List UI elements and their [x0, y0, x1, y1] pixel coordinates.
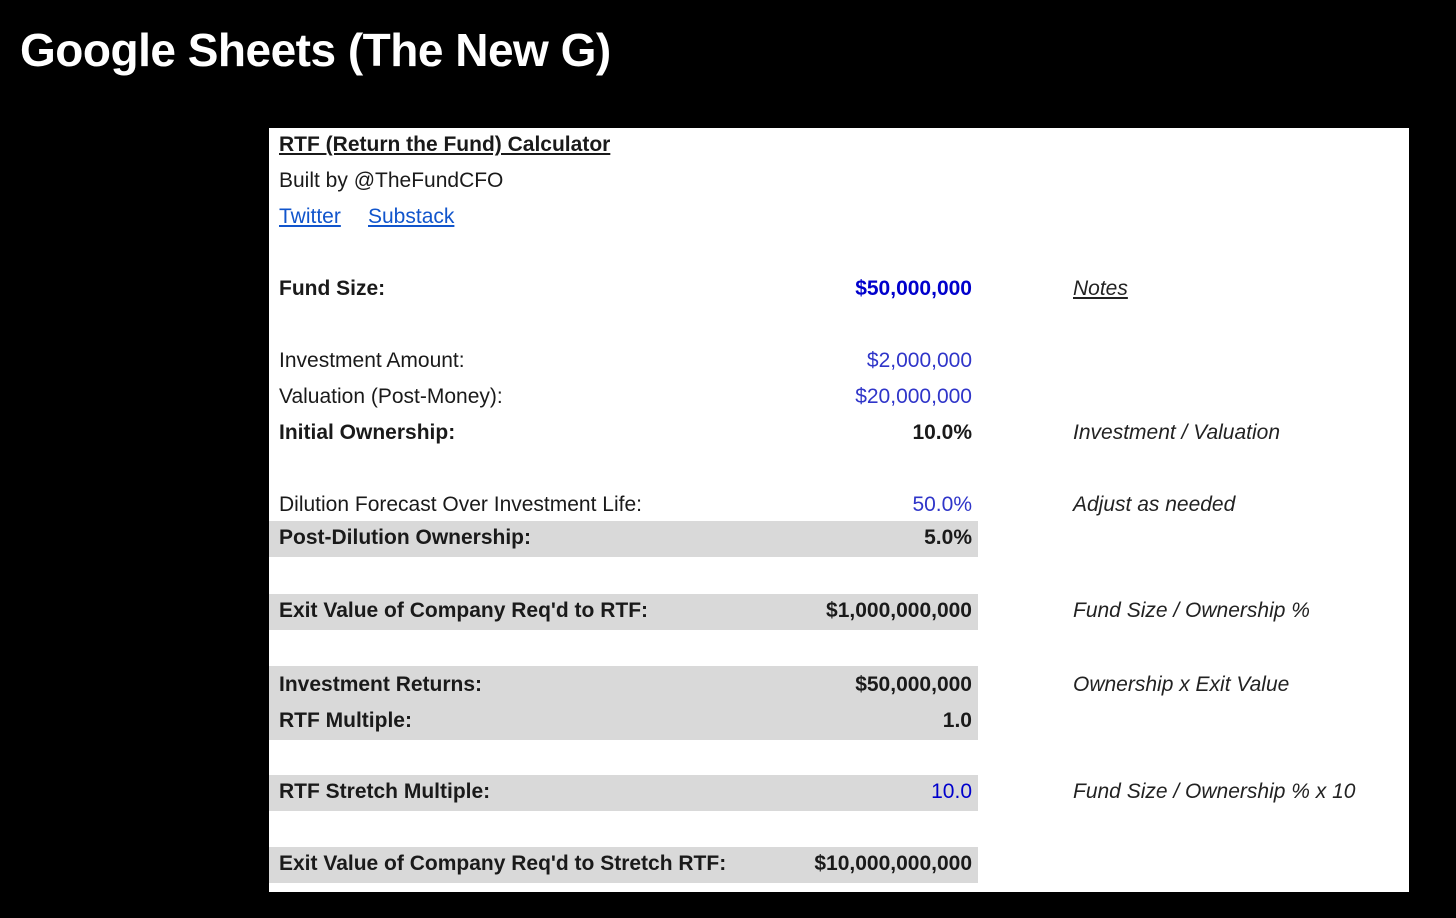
- header-row-byline: Built by @TheFundCFO: [269, 164, 1409, 200]
- row-stretch-exit: Exit Value of Company Req'd to Stretch R…: [269, 847, 1409, 883]
- row-fund-size: Fund Size: $50,000,000 Notes: [269, 272, 1409, 308]
- row-investment-returns: Investment Returns: $50,000,000 Ownershi…: [269, 668, 1409, 704]
- stretch-multiple-label: RTF Stretch Multiple:: [279, 780, 491, 803]
- exit-value-label: Exit Value of Company Req'd to RTF:: [279, 599, 649, 622]
- row-highlight: [269, 847, 978, 883]
- spreadsheet: RTF (Return the Fund) Calculator Built b…: [269, 128, 1409, 892]
- investment-amount-label: Investment Amount:: [279, 349, 465, 372]
- fund-size-label: Fund Size:: [279, 277, 386, 300]
- row-post-dilution: Post-Dilution Ownership: 5.0%: [269, 521, 1409, 557]
- post-dilution-label: Post-Dilution Ownership:: [279, 526, 531, 549]
- header-row-links: Twitter Substack: [269, 200, 1409, 236]
- investment-returns-note: Ownership x Exit Value: [1073, 673, 1290, 696]
- stretch-exit-value: $10,000,000,000: [814, 852, 972, 875]
- dilution-note: Adjust as needed: [1073, 493, 1236, 516]
- investment-returns-value: $50,000,000: [855, 673, 972, 696]
- stretch-multiple-value[interactable]: 10.0: [931, 780, 972, 803]
- row-stretch-multiple: RTF Stretch Multiple: 10.0 Fund Size / O…: [269, 775, 1409, 811]
- notes-header: Notes: [1073, 277, 1128, 300]
- valuation-label: Valuation (Post-Money):: [279, 385, 503, 408]
- investment-returns-label: Investment Returns:: [279, 673, 483, 696]
- row-highlight: [269, 666, 978, 740]
- slide-title: Google Sheets (The New G): [20, 24, 611, 76]
- row-highlight: [269, 521, 978, 557]
- initial-ownership-note: Investment / Valuation: [1073, 421, 1281, 444]
- exit-value-note: Fund Size / Ownership %: [1073, 599, 1310, 622]
- row-exit-value: Exit Value of Company Req'd to RTF: $1,0…: [269, 594, 1409, 630]
- row-highlight: [269, 775, 978, 811]
- returns-block: [269, 666, 1409, 740]
- initial-ownership-value: 10.0%: [912, 421, 972, 444]
- row-investment-amount: Investment Amount: $2,000,000: [269, 344, 1409, 380]
- valuation-value[interactable]: $20,000,000: [855, 385, 972, 408]
- row-highlight: [269, 594, 978, 630]
- substack-link[interactable]: Substack: [368, 205, 455, 228]
- rtf-multiple-value: 1.0: [942, 709, 972, 732]
- built-by-text: Built by @TheFundCFO: [279, 169, 504, 192]
- fund-size-value[interactable]: $50,000,000: [855, 277, 972, 300]
- exit-value-value: $1,000,000,000: [826, 599, 972, 622]
- row-initial-ownership: Initial Ownership: 10.0% Investment / Va…: [269, 416, 1409, 452]
- twitter-link[interactable]: Twitter: [279, 205, 341, 228]
- investment-amount-value[interactable]: $2,000,000: [866, 349, 972, 372]
- stretch-exit-label: Exit Value of Company Req'd to Stretch R…: [279, 852, 727, 875]
- rtf-multiple-label: RTF Multiple:: [279, 709, 412, 732]
- dilution-value[interactable]: 50.0%: [912, 493, 972, 516]
- stretch-multiple-note: Fund Size / Ownership % x 10: [1073, 780, 1356, 803]
- calculator-title: RTF (Return the Fund) Calculator: [279, 133, 611, 156]
- row-dilution: Dilution Forecast Over Investment Life: …: [269, 488, 1409, 524]
- dilution-label: Dilution Forecast Over Investment Life:: [279, 493, 642, 516]
- row-rtf-multiple: RTF Multiple: 1.0: [269, 704, 1409, 740]
- post-dilution-value: 5.0%: [924, 526, 972, 549]
- initial-ownership-label: Initial Ownership:: [279, 421, 456, 444]
- header-row-title: RTF (Return the Fund) Calculator: [269, 128, 1409, 164]
- row-valuation: Valuation (Post-Money): $20,000,000: [269, 380, 1409, 416]
